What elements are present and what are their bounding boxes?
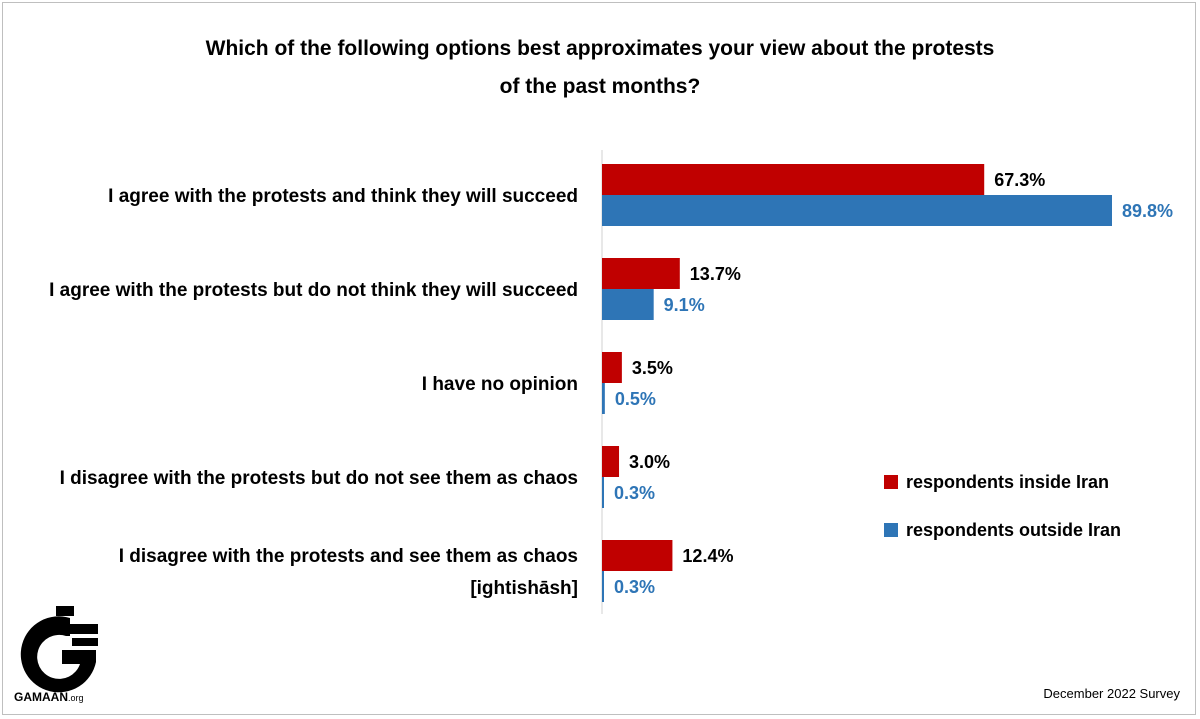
value-label-outside: 89.8% bbox=[1122, 201, 1173, 221]
value-label-outside: 9.1% bbox=[664, 295, 705, 315]
value-label-inside: 67.3% bbox=[994, 170, 1045, 190]
value-label-outside: 0.5% bbox=[615, 389, 656, 409]
category-label: I agree with the protests but do not thi… bbox=[49, 280, 578, 301]
bar-outside-iran bbox=[602, 477, 604, 508]
value-label-inside: 3.0% bbox=[629, 452, 670, 472]
value-label-outside: 0.3% bbox=[614, 577, 655, 597]
title-line-2: of the past months? bbox=[499, 75, 701, 98]
gamaan-logo-icon bbox=[20, 606, 98, 693]
bar-outside-iran bbox=[602, 289, 654, 320]
bar-inside-iran bbox=[602, 164, 985, 195]
legend-label-outside: respondents outside Iran bbox=[906, 519, 1122, 540]
bar-outside-iran bbox=[602, 195, 1112, 226]
bar-inside-iran bbox=[602, 352, 622, 383]
category-label: [ightishāsh] bbox=[470, 578, 578, 599]
bar-inside-iran bbox=[602, 446, 620, 477]
category-label: I disagree with the protests but do not … bbox=[60, 468, 578, 489]
value-label-outside: 0.3% bbox=[614, 483, 655, 503]
category-label: I disagree with the protests and see the… bbox=[119, 546, 578, 567]
legend: respondents inside Iran respondents outs… bbox=[884, 458, 1121, 554]
logo-suffix: .org bbox=[68, 693, 84, 703]
category-label: I have no opinion bbox=[422, 374, 578, 395]
legend-swatch-outside bbox=[884, 523, 898, 537]
value-label-inside: 3.5% bbox=[632, 358, 673, 378]
bar-inside-iran bbox=[602, 258, 680, 289]
footer-note: December 2022 Survey bbox=[1043, 686, 1180, 701]
value-label-inside: 12.4% bbox=[682, 546, 733, 566]
chart-title: Which of the following options best appr… bbox=[0, 30, 1200, 106]
value-label-inside: 13.7% bbox=[690, 264, 741, 284]
title-line-1: Which of the following options best appr… bbox=[205, 37, 995, 60]
legend-item-outside: respondents outside Iran bbox=[884, 506, 1121, 554]
logo-name: GAMAAN bbox=[14, 690, 68, 704]
legend-item-inside: respondents inside Iran bbox=[884, 458, 1121, 506]
bar-outside-iran bbox=[602, 383, 605, 414]
legend-swatch-inside bbox=[884, 475, 898, 489]
legend-label-inside: respondents inside Iran bbox=[906, 471, 1110, 492]
bar-outside-iran bbox=[602, 571, 604, 602]
bar-inside-iran bbox=[602, 540, 673, 571]
category-label: I agree with the protests and think they… bbox=[108, 186, 578, 207]
logo-text: GAMAAN.org bbox=[14, 690, 84, 704]
